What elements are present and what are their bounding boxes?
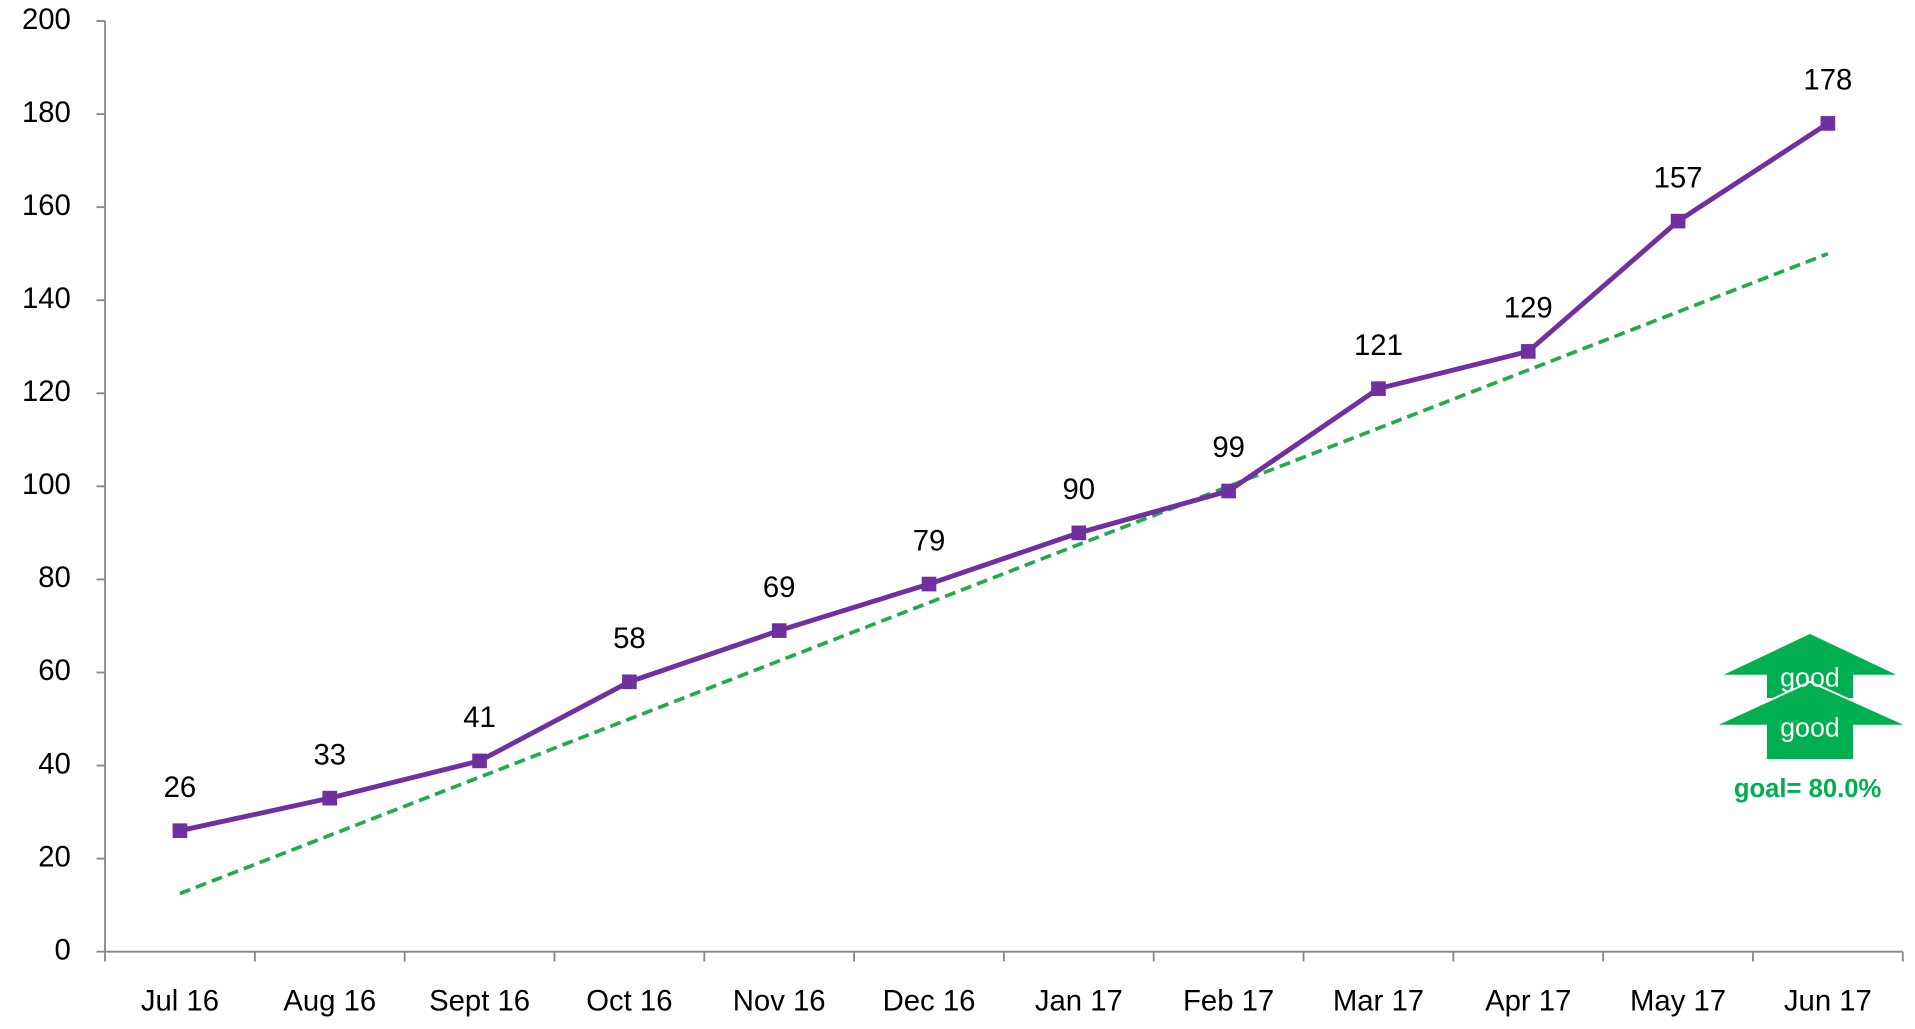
annotation: goal= 80.0% bbox=[1734, 775, 1882, 803]
annotation: good bbox=[1780, 662, 1840, 692]
x-tick-label: Aug 16 bbox=[283, 985, 376, 1018]
data-label: 69 bbox=[763, 571, 796, 604]
data-label: 79 bbox=[913, 524, 946, 557]
data-label: 157 bbox=[1654, 161, 1703, 194]
marker bbox=[1221, 483, 1236, 499]
data-label: 26 bbox=[164, 771, 197, 804]
data-label: 58 bbox=[613, 622, 646, 655]
marker bbox=[1670, 213, 1686, 229]
annotation: good bbox=[1780, 712, 1840, 742]
y-tick-label: 0 bbox=[55, 933, 71, 966]
y-tick-label: 60 bbox=[38, 654, 71, 687]
data-label: 129 bbox=[1504, 292, 1553, 325]
y-tick-label: 100 bbox=[22, 468, 71, 501]
data-label: 121 bbox=[1354, 329, 1403, 362]
marker bbox=[622, 674, 637, 690]
marker bbox=[1820, 116, 1836, 131]
y-tick-label: 140 bbox=[22, 282, 71, 315]
data-label: 41 bbox=[463, 701, 496, 734]
data-label: 33 bbox=[313, 738, 346, 771]
x-tick-label: Jul 16 bbox=[141, 985, 219, 1018]
marker bbox=[921, 576, 937, 592]
y-tick-label: 40 bbox=[38, 747, 71, 780]
marker bbox=[472, 753, 487, 769]
marker bbox=[1520, 344, 1536, 359]
y-tick-label: 160 bbox=[22, 189, 71, 222]
data-label: 178 bbox=[1803, 64, 1852, 97]
x-tick-label: May 17 bbox=[1630, 985, 1726, 1018]
y-tick-label: 180 bbox=[22, 96, 71, 129]
marker bbox=[1071, 525, 1087, 541]
x-tick-label: Dec 16 bbox=[883, 985, 976, 1018]
y-tick-label: 20 bbox=[38, 840, 71, 873]
x-tick-label: Nov 16 bbox=[733, 985, 826, 1018]
marker bbox=[1371, 381, 1386, 396]
x-tick-label: Apr 17 bbox=[1485, 985, 1571, 1018]
data-label: 99 bbox=[1212, 431, 1245, 464]
y-tick-label: 80 bbox=[38, 561, 71, 594]
goal-arrows bbox=[1714, 631, 1909, 761]
y-tick-label: 200 bbox=[22, 3, 71, 36]
marker bbox=[322, 790, 338, 806]
y-tick-label: 120 bbox=[22, 375, 71, 408]
data-label: 90 bbox=[1063, 473, 1096, 506]
x-tick-label: Jun 17 bbox=[1784, 985, 1872, 1018]
goal-line bbox=[179, 251, 1829, 896]
marker bbox=[172, 823, 188, 839]
series-line bbox=[179, 121, 1830, 834]
x-tick-label: Jan 17 bbox=[1035, 985, 1123, 1018]
x-tick-label: Feb 17 bbox=[1183, 985, 1274, 1018]
x-tick-label: Sept 16 bbox=[429, 985, 530, 1018]
x-tick-label: Mar 17 bbox=[1333, 985, 1424, 1018]
marker bbox=[771, 623, 787, 638]
x-tick-label: Oct 16 bbox=[586, 985, 672, 1018]
